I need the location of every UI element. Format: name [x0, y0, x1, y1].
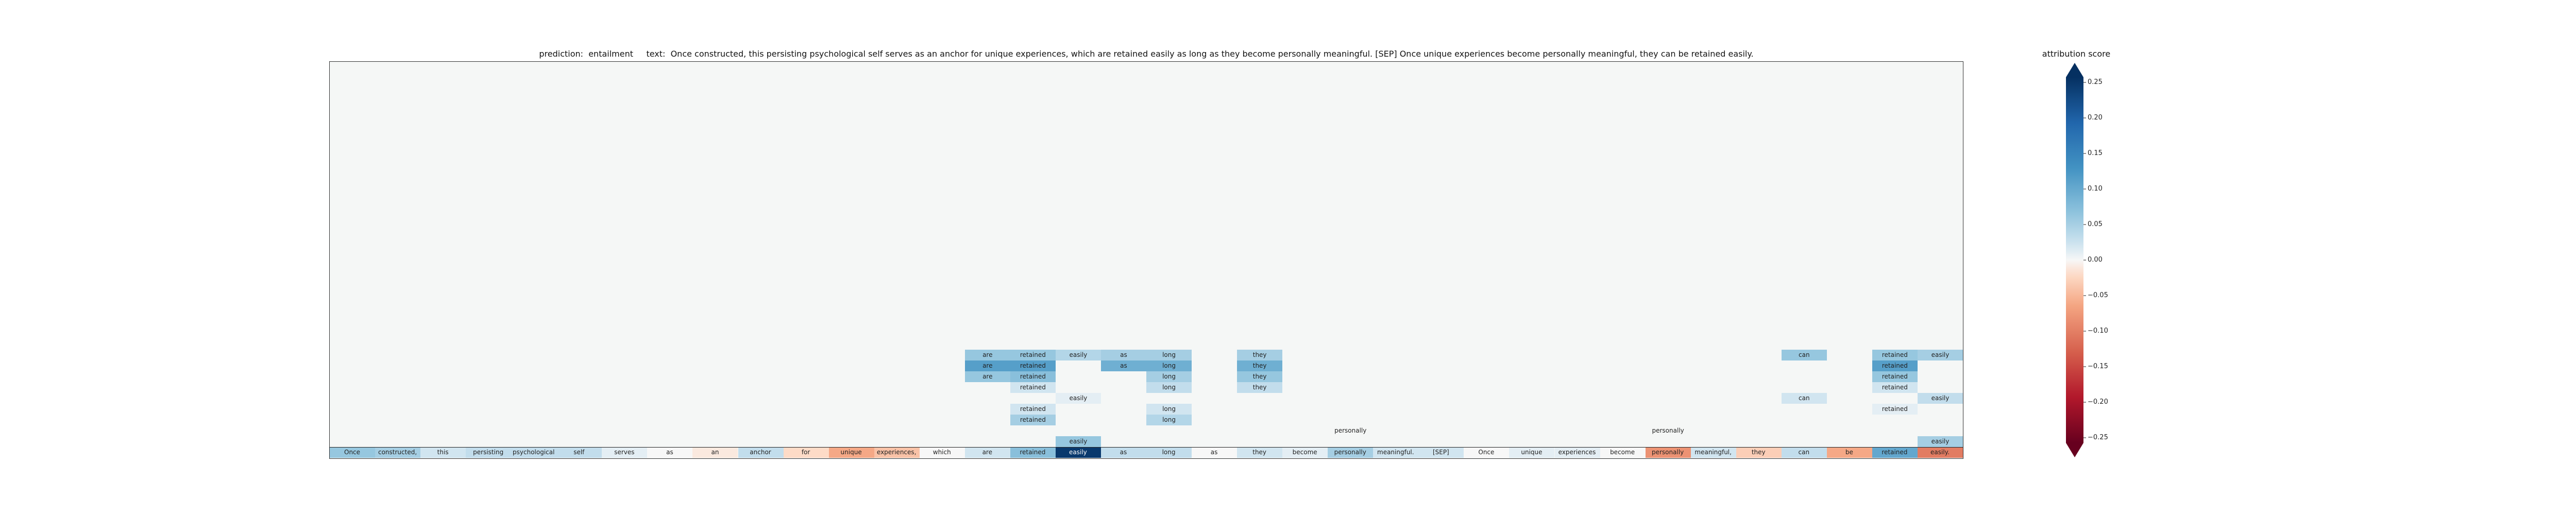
colorbar-gradient: [2066, 63, 2086, 457]
attribution-cell: long: [1146, 404, 1192, 415]
base-token-cell: they: [1237, 447, 1283, 458]
attribution-cell: are: [964, 360, 1010, 371]
base-token-cell: serves: [602, 447, 648, 458]
attribution-cell: are: [964, 371, 1010, 382]
attribution-cell: long: [1146, 415, 1192, 425]
attribution-cell: they: [1237, 371, 1283, 382]
attribution-cell: retained: [1010, 404, 1056, 415]
base-token-cell: retained: [1010, 447, 1056, 458]
base-token-cell: experiences,: [874, 447, 920, 458]
base-token-cell: Once: [1464, 447, 1510, 458]
colorbar-tick-label: −0.10: [2088, 327, 2108, 335]
base-token-cell: personally: [1328, 447, 1374, 458]
attribution-cell: long: [1146, 371, 1192, 382]
base-token-cell: this: [420, 447, 466, 458]
attribution-cell: they: [1237, 382, 1283, 393]
attribution-cell: retained: [1010, 371, 1056, 382]
attribution-cell: easily: [1055, 436, 1101, 447]
base-token-cell: which: [919, 447, 965, 458]
base-token-cell: Once: [330, 447, 376, 458]
base-token-cell: for: [783, 447, 829, 458]
base-token-cell: become: [1600, 447, 1646, 458]
colorbar-tick-label: 0.10: [2088, 185, 2103, 193]
base-token-cell: be: [1826, 447, 1872, 458]
base-token-cell: long: [1146, 447, 1192, 458]
base-token-cell: as: [647, 447, 693, 458]
colorbar: 0.25 0.20 0.15 0.10 0.05 0.00 −0.05 −0.10 −0.15 −…: [2061, 62, 2108, 458]
attribution-cell: easily: [1055, 350, 1101, 360]
heatmap-plot-area: Once constructed, this persisting psychologi…: [329, 61, 1963, 459]
colorbar-tick-label: −0.25: [2088, 434, 2108, 441]
base-token-cell: become: [1282, 447, 1328, 458]
attribution-cell: retained: [1872, 360, 1918, 371]
colorbar-extend-bottom: [2066, 443, 2083, 457]
attribution-cell: they: [1237, 350, 1283, 360]
attribution-cell: retained: [1872, 382, 1918, 393]
baseline-separator: [330, 447, 1963, 448]
base-token-cell: anchor: [738, 447, 784, 458]
attribution-cell: long: [1146, 360, 1192, 371]
base-token-cell: meaningful.: [1373, 447, 1419, 458]
base-token-cell: retained: [1872, 447, 1918, 458]
base-token-cell: as: [1100, 447, 1146, 458]
attribution-cell: easily: [1055, 393, 1101, 404]
base-token-cell: unique: [1509, 447, 1555, 458]
base-token-cell: constructed,: [375, 447, 421, 458]
colorbar-tick-label: 0.25: [2088, 78, 2103, 86]
colorbar-tick-label: 0.15: [2088, 149, 2103, 157]
colorbar-extend-top: [2066, 63, 2083, 77]
attribution-cell: as: [1100, 360, 1146, 371]
chart-title: prediction: entailment text: Once constr…: [539, 49, 1754, 59]
base-token-cell: persisting: [466, 447, 512, 458]
attribution-cell: can: [1781, 350, 1827, 360]
base-token-cell: easily: [1055, 447, 1101, 458]
base-token-cell: are: [964, 447, 1010, 458]
attribution-cell: retained: [1010, 382, 1056, 393]
base-token-cell: as: [1192, 447, 1238, 458]
base-token-cell: [SEP]: [1418, 447, 1464, 458]
attribution-cell: retained: [1872, 404, 1918, 415]
colorbar-label: attribution score: [2042, 49, 2111, 59]
attribution-cell: are: [964, 350, 1010, 360]
base-token-cell: personally: [1645, 447, 1691, 458]
colorbar-tick-label: 0.05: [2088, 220, 2103, 228]
base-token-cell: easily.: [1917, 447, 1963, 458]
attribution-cell: retained: [1010, 415, 1056, 425]
base-token-cell: they: [1736, 447, 1782, 458]
colorbar-bar: [2066, 77, 2083, 443]
attribution-cell: easily: [1917, 393, 1963, 404]
colorbar-tick-label: 0.00: [2088, 256, 2103, 264]
base-token-cell: can: [1781, 447, 1827, 458]
attribution-cell: long: [1146, 382, 1192, 393]
attribution-cell: easily: [1917, 350, 1963, 360]
colorbar-tick-label: 0.20: [2088, 114, 2103, 122]
base-token-cell: self: [556, 447, 602, 458]
attribution-cell: as: [1100, 350, 1146, 360]
colorbar-tick-label: −0.15: [2088, 363, 2108, 370]
attribution-cell: long: [1146, 350, 1192, 360]
base-token-cell: an: [692, 447, 738, 458]
attribution-cell: they: [1237, 360, 1283, 371]
attribution-cell: retained: [1010, 350, 1056, 360]
colorbar-tick-label: −0.05: [2088, 291, 2108, 299]
attribution-cell: can: [1781, 393, 1827, 404]
attribution-cell: personally: [1334, 427, 1367, 434]
base-token-cell: meaningful,: [1690, 447, 1736, 458]
attribution-cell: retained: [1010, 360, 1056, 371]
base-token-cell: experiences: [1554, 447, 1600, 458]
attribution-cell: easily: [1917, 436, 1963, 447]
attribution-cell: retained: [1872, 371, 1918, 382]
attribution-cell: retained: [1872, 350, 1918, 360]
base-token-cell: unique: [828, 447, 874, 458]
base-token-cell: psychological: [511, 447, 557, 458]
colorbar-tick-label: −0.20: [2088, 398, 2108, 406]
attribution-cell: personally: [1652, 427, 1684, 434]
